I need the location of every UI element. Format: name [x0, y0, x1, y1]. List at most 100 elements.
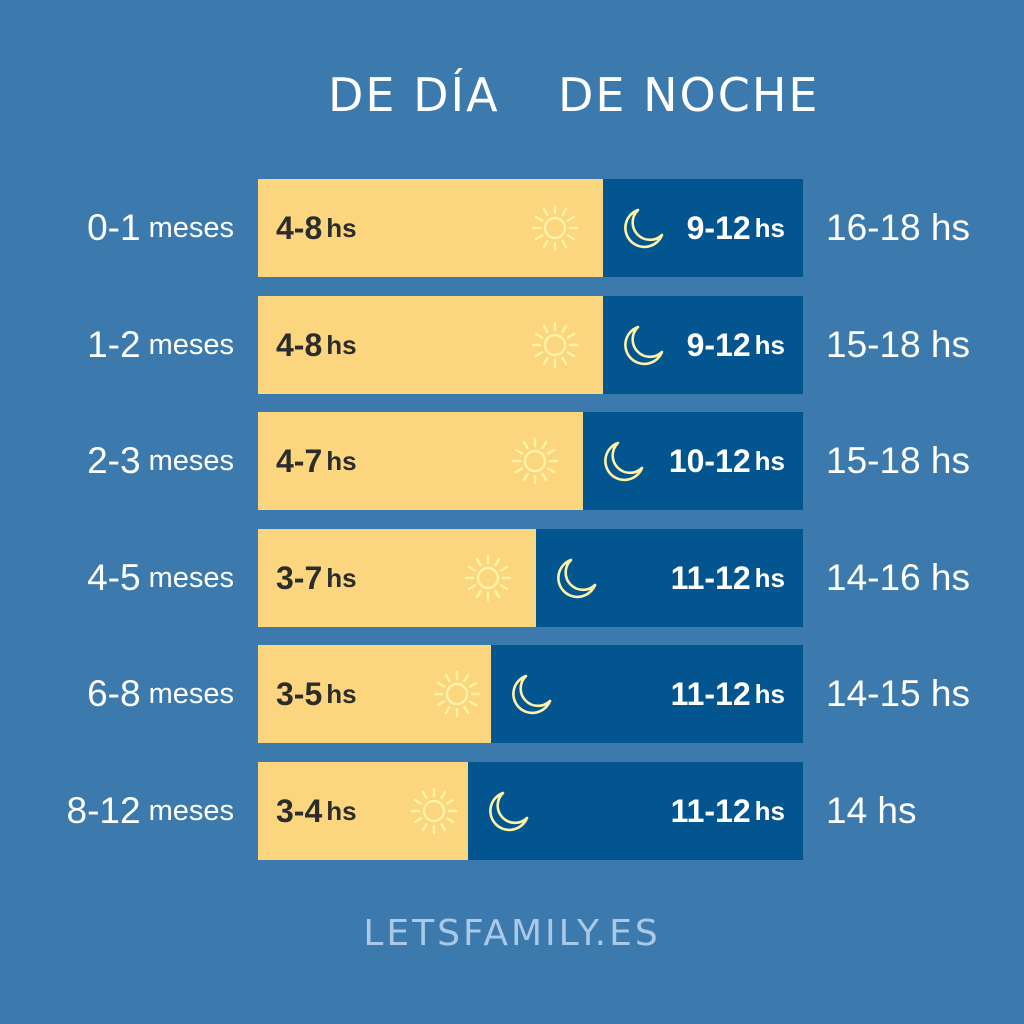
day-value-unit: hs — [326, 678, 357, 709]
day-value: 4-8 hs — [276, 179, 357, 277]
age-label: 1-2 meses — [87, 296, 234, 394]
age-label: 2-3 meses — [87, 412, 234, 510]
age-unit: meses — [148, 677, 234, 710]
night-value-number: 11-12 — [670, 675, 751, 712]
night-value-unit: hs — [754, 678, 785, 709]
stacked-bar: 4-8 hs 9-12 hs — [258, 296, 803, 394]
day-value: 3-4 hs — [276, 762, 357, 860]
day-value-number: 3-5 — [276, 675, 323, 712]
night-value-unit: hs — [754, 795, 785, 826]
sun-icon — [531, 321, 579, 369]
age-unit: meses — [148, 794, 234, 827]
age-unit: meses — [148, 211, 234, 244]
night-value: 11-12 hs — [671, 645, 785, 743]
day-value: 3-5 hs — [276, 645, 357, 743]
moon-icon — [489, 791, 529, 832]
moon-icon — [604, 441, 644, 482]
day-value-number: 4-8 — [276, 326, 323, 363]
moon-icon — [624, 208, 664, 249]
total-label: 15-18 hs — [826, 324, 970, 365]
stacked-bar: 3-7 hs 11-12 hs — [258, 529, 803, 627]
day-value-number: 3-7 — [276, 559, 323, 596]
night-value-unit: hs — [754, 562, 785, 593]
sun-icon — [511, 437, 559, 485]
site-footer: LETSFAMILY.ES — [363, 913, 661, 954]
age-unit: meses — [148, 444, 234, 477]
night-value-number: 11-12 — [670, 792, 751, 829]
night-value-unit: hs — [754, 329, 785, 360]
day-value-unit: hs — [326, 445, 357, 476]
night-value: 9-12 hs — [687, 179, 785, 277]
chart-row: 4-5 meses 3-7 hs 11-12 hs 14-16 hs — [0, 529, 1024, 627]
day-segment: 4-8 hs — [258, 179, 603, 277]
night-value-unit: hs — [754, 212, 785, 243]
day-value: 4-7 hs — [276, 412, 357, 510]
sun-icon — [531, 204, 579, 252]
stacked-bar: 3-4 hs 11-12 hs — [258, 762, 803, 860]
age-number: 8-12 — [66, 790, 141, 831]
sun-icon — [410, 787, 458, 835]
total-label: 15-18 hs — [826, 440, 970, 481]
age-number: 1-2 — [87, 324, 141, 365]
night-value: 9-12 hs — [687, 296, 785, 394]
moon-icon — [624, 325, 664, 366]
night-value-unit: hs — [754, 445, 785, 476]
sun-icon — [433, 670, 481, 718]
night-value-number: 10-12 — [668, 442, 751, 479]
day-segment: 3-4 hs — [258, 762, 468, 860]
age-unit: meses — [148, 561, 234, 594]
night-value-number: 9-12 — [686, 326, 751, 363]
day-value: 3-7 hs — [276, 529, 357, 627]
moon-icon — [512, 674, 552, 715]
night-segment: 11-12 hs — [468, 762, 803, 860]
age-label: 8-12 meses — [67, 762, 234, 860]
night-value-number: 9-12 — [686, 209, 751, 246]
night-value: 11-12 hs — [671, 762, 785, 860]
day-value-unit: hs — [326, 562, 357, 593]
age-unit: meses — [148, 328, 234, 361]
chart-row: 8-12 meses 3-4 hs 11-12 hs 14 hs — [0, 762, 1024, 860]
age-label: 4-5 meses — [87, 529, 234, 627]
age-number: 4-5 — [87, 557, 141, 598]
chart-row: 1-2 meses 4-8 hs 9-12 hs 15-18 hs — [0, 296, 1024, 394]
day-value-number: 4-8 — [276, 209, 323, 246]
total-label: 14-15 hs — [826, 673, 970, 714]
chart-row: 2-3 meses 4-7 hs 10-12 hs 15-18 hs — [0, 412, 1024, 510]
stacked-bar: 4-7 hs 10-12 hs — [258, 412, 803, 510]
night-header: DE NOCHE — [558, 68, 820, 122]
chart-row: 6-8 meses 3-5 hs 11-12 hs 14-15 hs — [0, 645, 1024, 743]
age-label: 0-1 meses — [87, 179, 234, 277]
night-value-number: 11-12 — [670, 559, 751, 596]
night-segment: 9-12 hs — [603, 296, 803, 394]
night-segment: 9-12 hs — [603, 179, 803, 277]
day-value-unit: hs — [326, 329, 357, 360]
night-segment: 11-12 hs — [536, 529, 803, 627]
day-segment: 4-7 hs — [258, 412, 583, 510]
night-value: 11-12 hs — [671, 529, 785, 627]
stacked-bar: 4-8 hs 9-12 hs — [258, 179, 803, 277]
night-segment: 11-12 hs — [491, 645, 803, 743]
day-segment: 4-8 hs — [258, 296, 603, 394]
age-label: 6-8 meses — [87, 645, 234, 743]
age-number: 0-1 — [87, 207, 141, 248]
age-number: 2-3 — [87, 440, 141, 481]
day-value-number: 4-7 — [276, 442, 323, 479]
day-value-unit: hs — [326, 212, 357, 243]
night-segment: 10-12 hs — [583, 412, 803, 510]
stacked-bar: 3-5 hs 11-12 hs — [258, 645, 803, 743]
total-label: 14 hs — [826, 790, 917, 831]
moon-icon — [557, 558, 597, 599]
day-value-unit: hs — [326, 795, 357, 826]
total-label: 14-16 hs — [826, 557, 970, 598]
total-label: 16-18 hs — [826, 207, 970, 248]
night-value: 10-12 hs — [669, 412, 785, 510]
day-segment: 3-7 hs — [258, 529, 536, 627]
chart-row: 0-1 meses 4-8 hs 9-12 hs 16-18 hs — [0, 179, 1024, 277]
day-segment: 3-5 hs — [258, 645, 491, 743]
day-value: 4-8 hs — [276, 296, 357, 394]
day-header: DE DÍA — [328, 68, 500, 122]
age-number: 6-8 — [87, 673, 141, 714]
sun-icon — [464, 554, 512, 602]
day-value-number: 3-4 — [276, 792, 323, 829]
